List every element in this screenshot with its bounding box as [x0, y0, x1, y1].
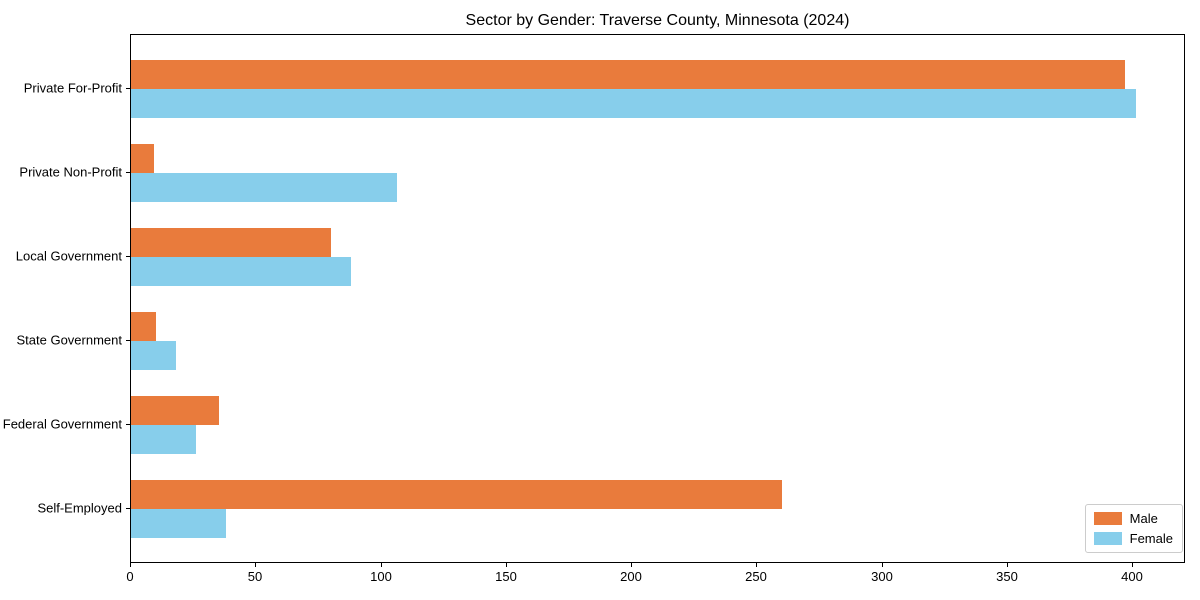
bar-female-2 — [131, 257, 351, 286]
bar-male-4 — [131, 396, 219, 425]
x-axis-tick-label: 150 — [495, 569, 517, 584]
bar-female-3 — [131, 341, 176, 370]
x-axis-tick-label: 200 — [620, 569, 642, 584]
y-axis-label: Private Non-Profit — [19, 164, 122, 180]
x-axis-tick-label: 0 — [126, 569, 134, 584]
x-axis-tick-label: 400 — [1121, 569, 1143, 584]
legend-label-male: Male — [1129, 511, 1158, 526]
x-tick-mark — [130, 563, 131, 567]
bar-male-5 — [131, 480, 782, 509]
x-tick-mark — [1132, 563, 1133, 567]
legend-swatch-male-icon — [1093, 512, 1122, 525]
x-tick-mark — [882, 563, 883, 567]
x-tick-mark — [631, 563, 632, 567]
y-tick-mark — [126, 424, 130, 425]
y-tick-mark — [126, 508, 130, 509]
legend-item-female: Female — [1093, 531, 1173, 546]
bar-female-5 — [131, 509, 226, 538]
y-axis-label: Federal Government — [2, 416, 122, 432]
x-axis-tick-label: 50 — [247, 569, 263, 584]
x-axis-tick-label: 100 — [370, 569, 392, 584]
x-tick-mark — [506, 563, 507, 567]
y-axis-label: Private For-Profit — [23, 80, 122, 96]
bar-female-0 — [131, 89, 1136, 118]
bar-male-2 — [131, 228, 331, 257]
x-tick-mark — [381, 563, 382, 567]
x-tick-mark — [1007, 563, 1008, 567]
bar-female-1 — [131, 173, 397, 202]
y-axis-label: Local Government — [15, 248, 122, 264]
x-tick-mark — [756, 563, 757, 567]
y-axis-label: Self-Employed — [37, 500, 122, 516]
legend-swatch-female-icon — [1093, 532, 1122, 545]
x-tick-mark — [255, 563, 256, 567]
plot-area — [130, 34, 1185, 563]
y-axis-label: State Government — [16, 332, 123, 348]
bar-male-3 — [131, 312, 156, 341]
y-tick-mark — [126, 88, 130, 89]
bar-female-4 — [131, 425, 196, 454]
y-tick-mark — [126, 256, 130, 257]
y-tick-mark — [126, 172, 130, 173]
x-axis-tick-label: 300 — [871, 569, 893, 584]
legend-item-male: Male — [1093, 511, 1173, 526]
y-tick-mark — [126, 340, 130, 341]
legend-label-female: Female — [1129, 531, 1173, 546]
x-axis-tick-label: 250 — [745, 569, 767, 584]
bar-male-0 — [131, 60, 1125, 89]
bar-male-1 — [131, 144, 154, 173]
x-axis-tick-label: 350 — [996, 569, 1018, 584]
chart-title: Sector by Gender: Traverse County, Minne… — [465, 12, 850, 29]
legend: Male Female — [1084, 504, 1183, 553]
